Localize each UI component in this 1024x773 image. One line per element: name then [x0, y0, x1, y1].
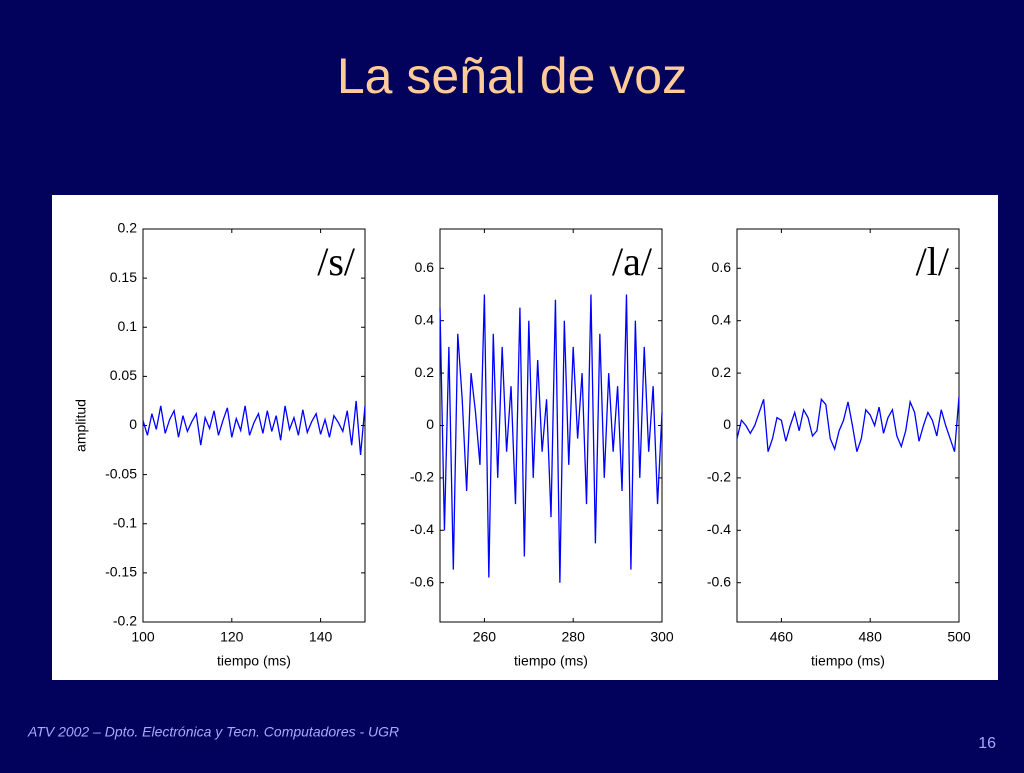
- y-tick-label: 0.4: [712, 311, 732, 327]
- y-tick-label: -0.2: [113, 613, 137, 629]
- y-tick-label: 0.1: [118, 318, 138, 334]
- y-tick-label: 0.4: [415, 311, 435, 327]
- x-tick-label: 300: [650, 629, 674, 645]
- x-axis-label: tiempo (ms): [514, 653, 588, 669]
- y-tick-label: 0.05: [110, 367, 137, 383]
- y-axis-label: amplitud: [73, 399, 89, 452]
- y-tick-label: -0.2: [410, 469, 434, 485]
- x-tick-label: 460: [770, 629, 794, 645]
- x-axis-label: tiempo (ms): [217, 653, 291, 669]
- x-tick-label: 100: [131, 629, 155, 645]
- slide-title: La señal de voz: [337, 48, 687, 104]
- x-axis-label: tiempo (ms): [811, 653, 885, 669]
- phoneme-label: /s/: [317, 239, 356, 284]
- y-tick-label: 0: [129, 416, 137, 432]
- phoneme-label: /l/: [916, 239, 950, 284]
- y-tick-label: -0.05: [105, 465, 137, 481]
- y-tick-label: -0.1: [113, 514, 137, 530]
- x-tick-label: 260: [473, 629, 497, 645]
- y-tick-label: 0.2: [118, 220, 138, 236]
- x-tick-label: 500: [947, 629, 971, 645]
- phoneme-label: /a/: [612, 239, 653, 284]
- y-tick-label: -0.4: [707, 521, 731, 537]
- y-tick-label: 0: [723, 416, 731, 432]
- x-tick-label: 120: [220, 629, 244, 645]
- footer: ATV 2002 – Dpto. Electrónica y Tecn. Com…: [27, 724, 399, 740]
- plot-area: [142, 228, 366, 623]
- x-tick-label: 480: [859, 629, 883, 645]
- y-tick-label: 0.6: [415, 259, 435, 275]
- x-tick-label: 140: [309, 629, 333, 645]
- y-tick-label: -0.15: [105, 564, 137, 580]
- y-tick-label: 0.2: [415, 364, 435, 380]
- plot-area: [736, 228, 960, 623]
- y-tick-label: -0.6: [707, 573, 731, 589]
- signal-line: [142, 400, 366, 456]
- y-tick-label: -0.2: [707, 469, 731, 485]
- y-tick-label: -0.4: [410, 521, 434, 537]
- page-number: 16: [978, 735, 996, 752]
- signal-line: [736, 396, 960, 452]
- y-tick-label: 0.2: [712, 364, 732, 380]
- y-tick-label: 0.6: [712, 259, 732, 275]
- signal-line: [439, 294, 663, 583]
- x-tick-label: 280: [562, 629, 586, 645]
- y-tick-label: -0.6: [410, 573, 434, 589]
- y-tick-label: 0.15: [110, 269, 137, 285]
- y-tick-label: 0: [426, 416, 434, 432]
